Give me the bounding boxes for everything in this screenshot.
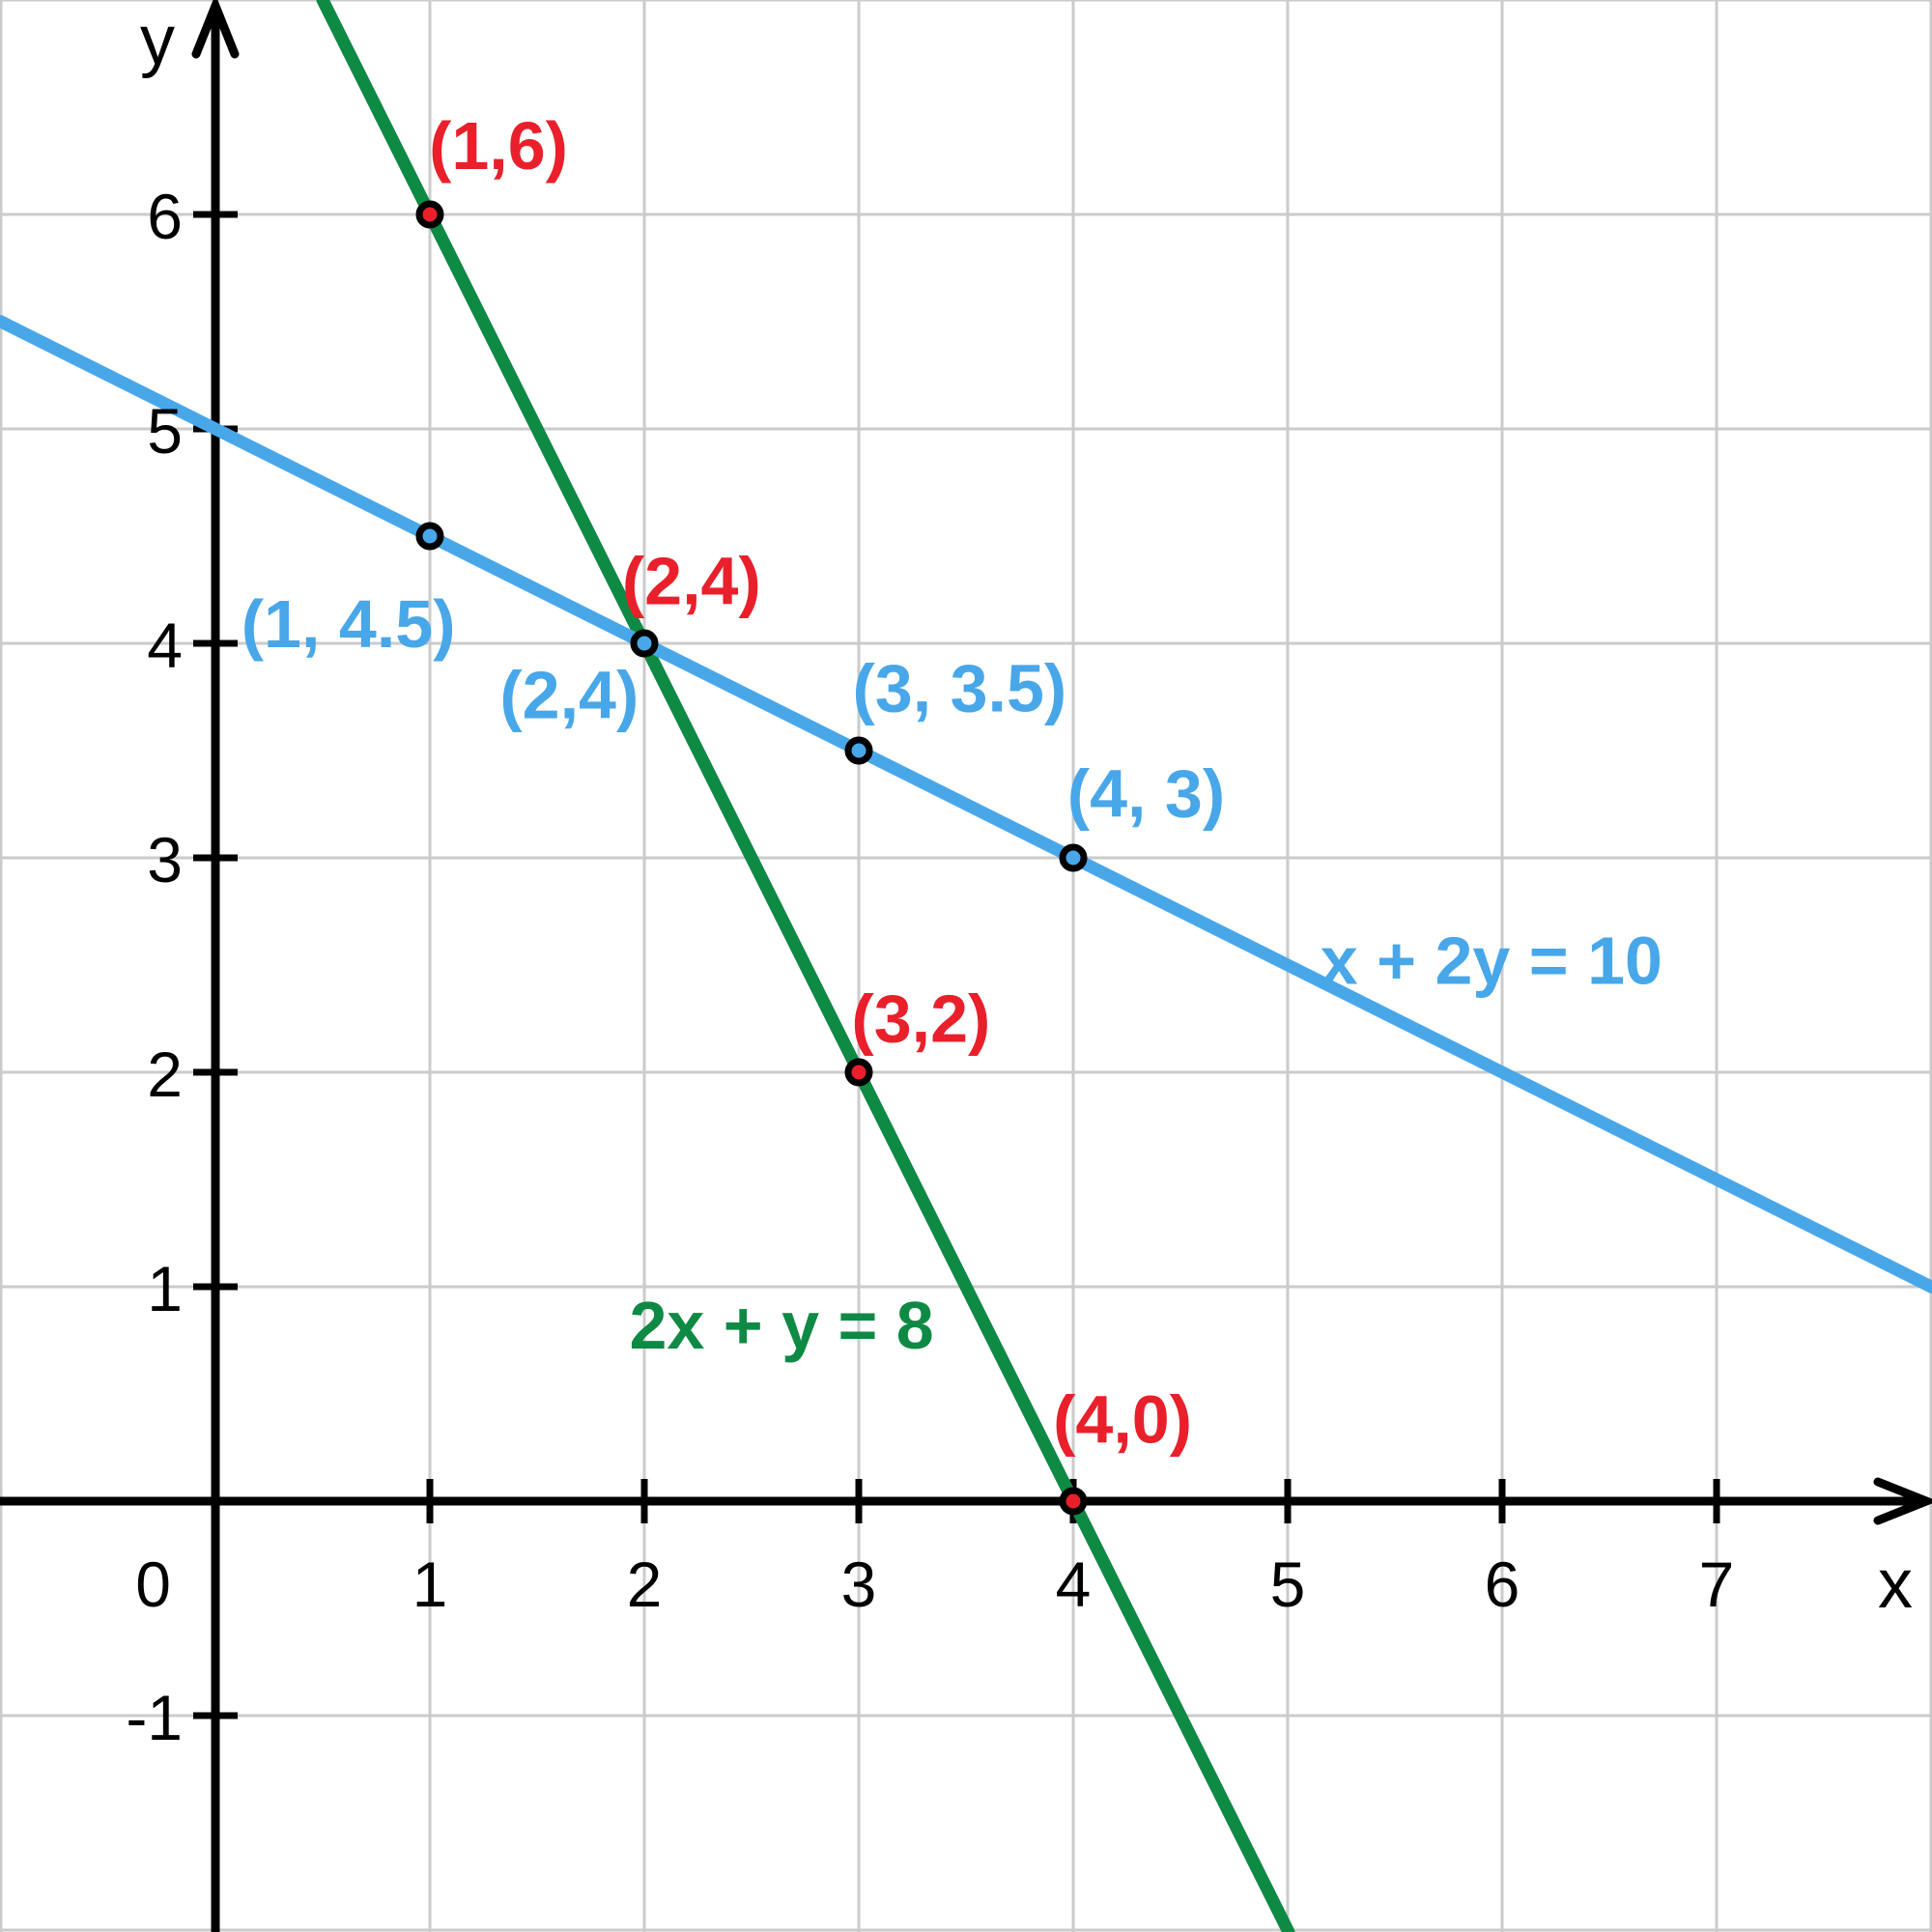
green-line (316, 0, 1295, 1932)
x-tick-label: 5 (1270, 1548, 1306, 1620)
y-axis-label: y (140, 2, 175, 79)
y-tick-label: -1 (126, 1682, 183, 1753)
x-tick-label: 4 (1056, 1548, 1092, 1620)
equation-label-green-line: 2x + y = 8 (629, 1288, 933, 1363)
point-label: (2,4) (622, 544, 761, 619)
point-label: (3,2) (851, 981, 990, 1057)
x-tick-label: 0 (135, 1548, 171, 1620)
blue-line (0, 315, 1932, 1293)
data-point (415, 522, 444, 551)
data-point (1059, 843, 1088, 872)
point-label: (4,0) (1053, 1382, 1192, 1458)
labels: 0 1 2 3 4 5 6 7 6 5 4 3 2 1 -1 x y (1,6) (2,4) (3,2) (4,0) (1… (126, 2, 1913, 1753)
x-tick-label: 7 (1699, 1548, 1735, 1620)
y-tick-label: 3 (147, 824, 183, 895)
data-points (415, 200, 1088, 1516)
x-axis-label: x (1878, 1546, 1913, 1623)
y-tick-label: 5 (147, 395, 183, 467)
data-point (844, 736, 873, 765)
x-tick-label: 6 (1485, 1548, 1520, 1620)
x-tick-label: 1 (412, 1548, 448, 1620)
data-point (1059, 1487, 1088, 1516)
point-label: (4, 3) (1067, 755, 1225, 831)
data-point (415, 200, 444, 229)
y-tick-label: 6 (147, 181, 183, 252)
x-tick-label: 2 (627, 1548, 663, 1620)
equation-label-blue-line: x + 2y = 10 (1321, 923, 1662, 999)
point-label: (1,6) (429, 108, 568, 184)
point-label: (2,4) (499, 657, 639, 732)
data-point (844, 1058, 873, 1087)
y-tick-label: 1 (147, 1253, 183, 1324)
data-point (630, 629, 659, 658)
y-tick-label: 4 (147, 610, 183, 681)
point-label: (3, 3.5) (852, 651, 1066, 726)
y-tick-label: 2 (147, 1038, 183, 1110)
point-label: (1, 4.5) (242, 586, 456, 662)
x-axis-arrowhead-icon (1873, 1477, 1932, 1525)
x-tick-label: 3 (841, 1548, 877, 1620)
y-axis-arrowhead-icon (191, 0, 240, 59)
